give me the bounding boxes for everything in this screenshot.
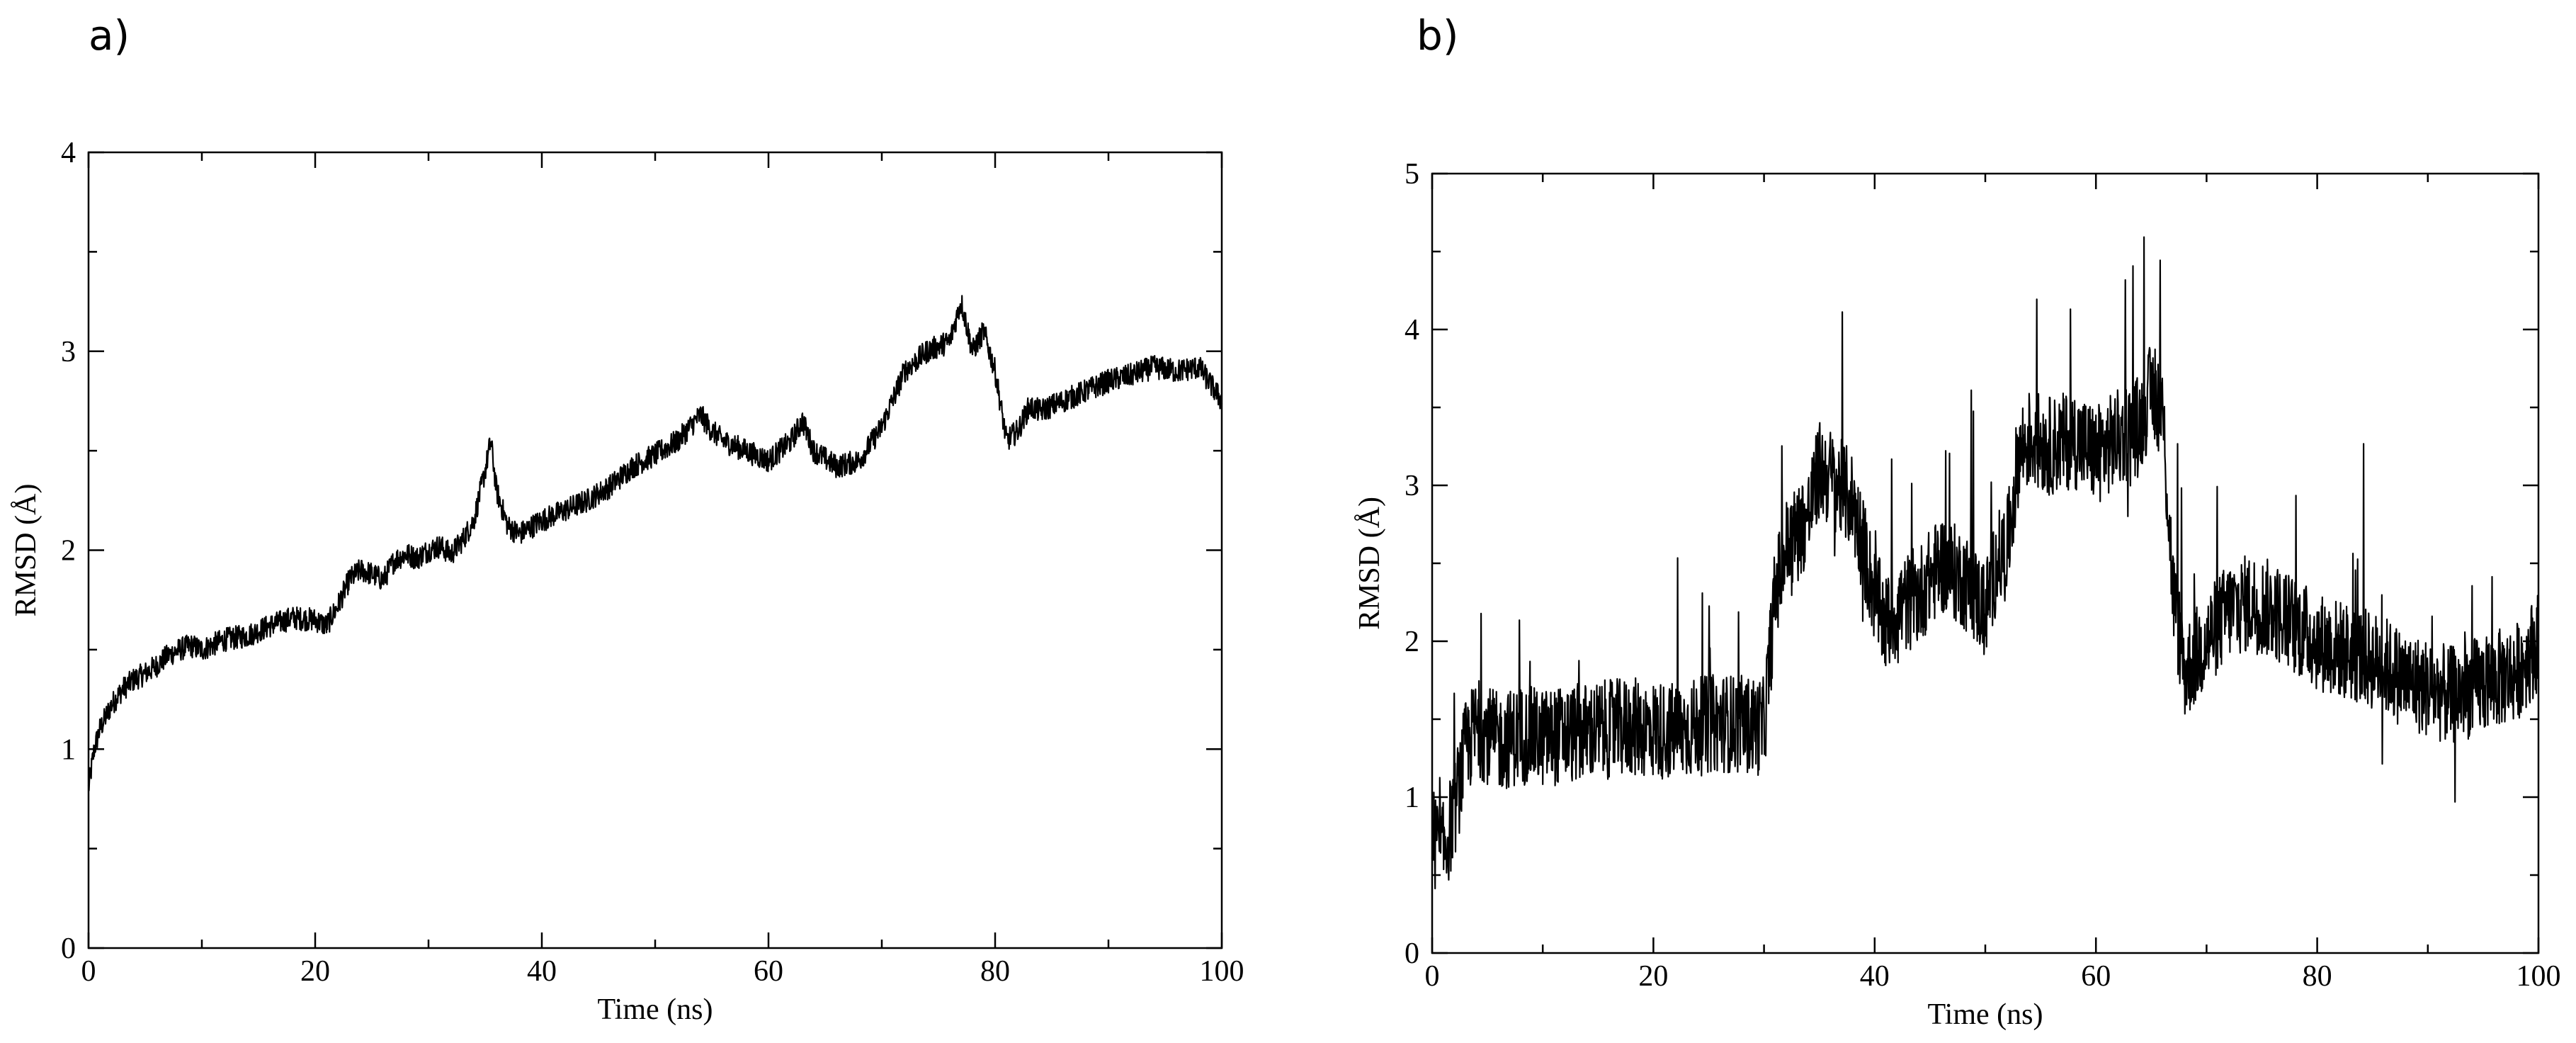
y-tick-label: 5 [1405,158,1419,191]
y-tick-label: 1 [1405,782,1419,814]
rmsd-series-line [87,295,1223,791]
x-tick-label: 60 [754,955,783,988]
y-tick-label: 3 [61,336,76,368]
y-tick-label: 2 [61,535,76,568]
y-tick-label: 2 [1405,626,1419,658]
x-tick-label: 80 [980,955,1010,988]
rmsd-series-line [1431,236,2540,890]
plot-frame [87,151,1223,949]
chart-panel-b: b) 0 20 40 60 80 100 0 1 2 3 4 5 Time (ns) RMSD (Å) [1354,11,2561,1031]
x-tick-label: 20 [300,955,330,988]
panel-label: b) [1417,11,1458,60]
y-axis-label: RMSD (Å) [1354,497,1386,630]
y-tick-label: 4 [1405,314,1419,346]
y-tick-label: 1 [61,733,76,766]
x-tick-label: 80 [2303,960,2332,993]
x-tick-label: 20 [1638,960,1668,993]
y-axis-label: RMSD (Å) [10,484,42,617]
x-tick-label: 60 [2081,960,2111,993]
x-tick-label: 40 [527,955,557,988]
y-tick-label: 0 [61,932,76,965]
x-tick-label: 100 [2517,960,2561,993]
x-tick-label: 0 [1425,960,1440,993]
y-tick-label: 0 [1405,937,1419,970]
chart-panel-a: a) 0 20 40 60 80 100 0 1 2 3 4 Time (ns) RMSD (Å) [10,11,1244,1026]
x-tick-label: 40 [1860,960,1890,993]
x-axis-label: Time (ns) [598,993,713,1026]
x-tick-label: 100 [1200,955,1244,988]
plot-frame [1431,172,2540,954]
panel-label: a) [89,11,130,60]
x-axis-label: Time (ns) [1928,998,2043,1031]
y-tick-label: 4 [61,137,76,169]
y-tick-label: 3 [1405,470,1419,502]
x-tick-label: 0 [81,955,96,988]
